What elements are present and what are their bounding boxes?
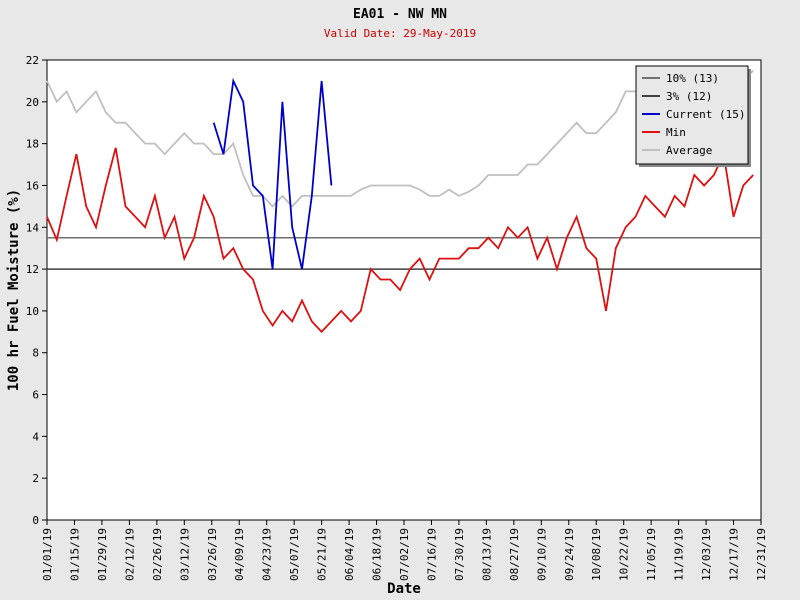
- x-tick-label: 04/09/19: [233, 528, 246, 581]
- x-tick-label: 09/24/19: [563, 528, 576, 581]
- x-axis-label: Date: [387, 581, 421, 597]
- y-tick-label: 0: [32, 514, 39, 527]
- y-tick-label: 14: [26, 221, 40, 234]
- series-line: [212, 77, 333, 270]
- x-tick-label: 04/23/19: [261, 528, 274, 581]
- x-tick-label: 12/17/19: [728, 528, 741, 581]
- y-tick-label: 20: [26, 96, 39, 109]
- x-tick-label: 11/19/19: [673, 528, 686, 581]
- x-tick-label: 10/22/19: [618, 528, 631, 581]
- legend-label: Min: [666, 126, 686, 139]
- x-tick-label: 12/31/19: [755, 528, 768, 581]
- x-tick-label: 03/12/19: [178, 528, 191, 581]
- y-tick-label: 4: [32, 430, 39, 443]
- x-tick-label: 03/26/19: [206, 528, 219, 581]
- x-tick-label: 05/07/19: [288, 528, 301, 581]
- x-tick-label: 11/05/19: [645, 528, 658, 581]
- legend-label: 10% (13): [666, 72, 719, 85]
- legend-label: 3% (12): [666, 90, 712, 103]
- y-tick-label: 6: [32, 389, 39, 402]
- y-tick-label: 2: [32, 472, 39, 485]
- x-tick-label: 07/16/19: [425, 528, 438, 581]
- y-tick-label: 10: [26, 305, 39, 318]
- legend: 10% (13) 3% (12) Current (15) Min Average: [635, 65, 751, 167]
- y-tick-label: 18: [26, 138, 39, 151]
- chart-subtitle: Valid Date: 29-May-2019: [324, 27, 476, 40]
- series-line: [46, 147, 754, 334]
- y-tick-label: 8: [32, 347, 39, 360]
- x-tick-label: 05/21/19: [316, 528, 329, 581]
- legend-label: Current (15): [666, 108, 745, 121]
- x-tick-label: 02/26/19: [151, 528, 164, 581]
- x-tick-label: 01/15/19: [68, 528, 81, 581]
- x-tick-label: 07/02/19: [398, 528, 411, 581]
- y-tick-label: 22: [26, 54, 39, 67]
- y-tick-label: 12: [26, 263, 39, 276]
- x-tick-label: 06/18/19: [371, 528, 384, 581]
- x-tick-label: 01/01/19: [41, 528, 54, 581]
- x-tick-label: 10/08/19: [590, 528, 603, 581]
- x-tick-label: 12/03/19: [700, 528, 713, 581]
- x-tick-label: 08/13/19: [480, 528, 493, 581]
- x-tick-label: 02/12/19: [123, 528, 136, 581]
- x-tick-label: 06/04/19: [343, 528, 356, 581]
- y-axis-label: 100 hr Fuel Moisture (%): [6, 189, 22, 391]
- x-tick-label: 01/29/19: [96, 528, 109, 581]
- x-tick-label: 07/30/19: [453, 528, 466, 581]
- chart-title: EA01 - NW MN: [353, 7, 447, 22]
- x-tick-label: 08/27/19: [508, 528, 521, 581]
- x-tick-label: 09/10/19: [535, 528, 548, 581]
- y-tick-label: 16: [26, 179, 39, 192]
- legend-label: Average: [666, 144, 712, 157]
